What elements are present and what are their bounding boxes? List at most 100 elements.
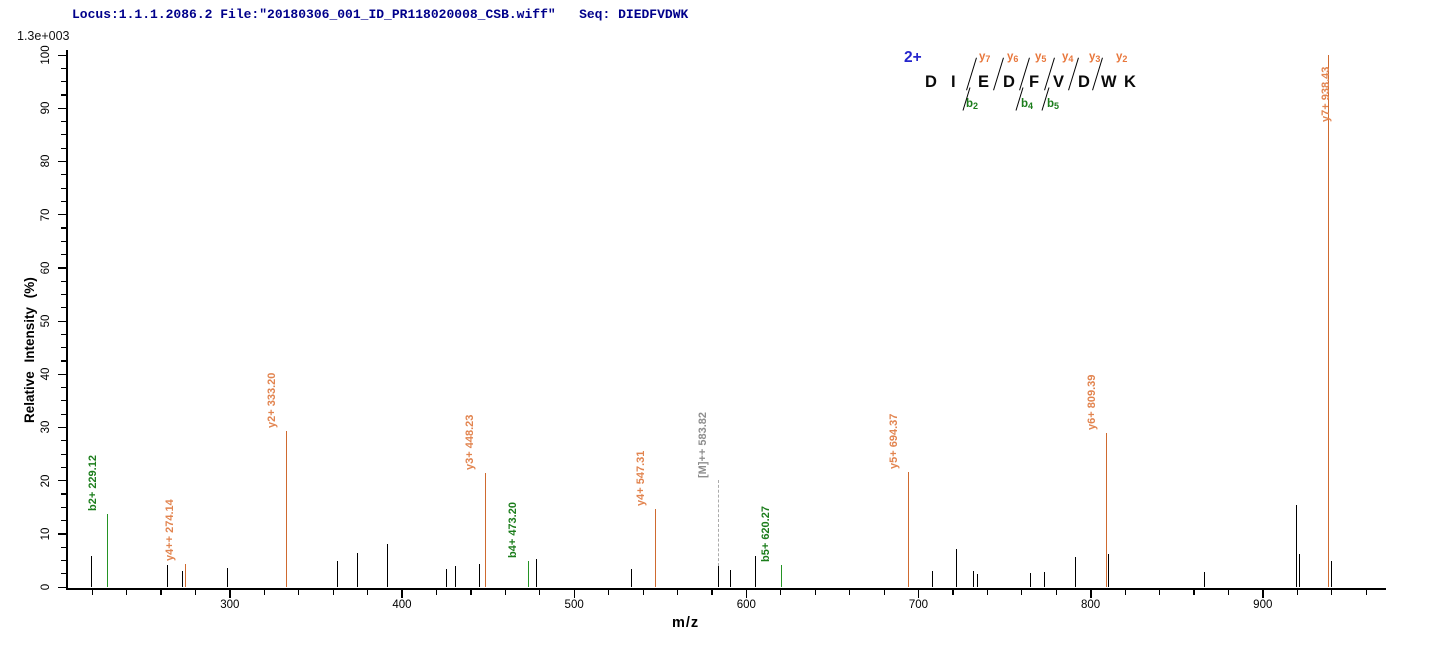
ion-subscript: 2 bbox=[1122, 54, 1128, 64]
y-axis-major-tick bbox=[58, 533, 67, 535]
spectrum-peak bbox=[227, 568, 229, 587]
x-axis-tick-label: 700 bbox=[908, 599, 929, 611]
x-axis-minor-tick bbox=[883, 590, 885, 595]
y-axis-major-tick bbox=[58, 267, 67, 269]
y-axis-major-tick bbox=[58, 373, 67, 376]
spectrum-peak bbox=[956, 549, 958, 587]
y-axis-major-tick bbox=[58, 426, 67, 429]
y-axis-minor-tick bbox=[61, 400, 67, 402]
spectrum-peak bbox=[1029, 573, 1031, 587]
y-axis-line bbox=[66, 50, 68, 590]
spectrum-peak bbox=[908, 472, 910, 587]
x-axis-minor-tick bbox=[126, 590, 128, 595]
intensity-scale-label: 1.3e+003 bbox=[17, 29, 70, 43]
x-axis-minor-tick bbox=[470, 590, 472, 595]
spectrum-peak bbox=[1330, 561, 1332, 587]
residue-letter: W bbox=[1101, 73, 1117, 91]
ion-subscript: 4 bbox=[1028, 101, 1034, 111]
y-axis-minor-tick bbox=[61, 493, 67, 495]
x-axis-minor-tick bbox=[849, 590, 851, 595]
spectrum-peak bbox=[931, 570, 933, 587]
y-axis-minor-tick bbox=[61, 413, 67, 415]
y-axis-minor-tick bbox=[61, 134, 67, 136]
precursor-dashed-leader bbox=[717, 480, 719, 567]
x-axis-minor-tick bbox=[814, 590, 816, 595]
y-axis-minor-tick bbox=[61, 254, 67, 256]
y-axis-major-tick bbox=[58, 107, 67, 110]
ion-subscript: 2 bbox=[973, 101, 979, 111]
y-axis-minor-tick bbox=[61, 121, 67, 123]
y-axis-minor-tick bbox=[61, 440, 67, 442]
y-axis-tick-label: 30 bbox=[40, 421, 52, 434]
spectrum-peak bbox=[780, 564, 782, 587]
ion-subscript: 5 bbox=[1054, 101, 1060, 111]
x-axis-major-tick bbox=[745, 590, 748, 598]
x-axis-minor-tick bbox=[1193, 590, 1195, 595]
y-axis-minor-tick bbox=[61, 174, 67, 176]
y-axis-minor-tick bbox=[61, 559, 67, 562]
y-axis-tick-label: 50 bbox=[40, 314, 52, 328]
x-axis-line bbox=[66, 588, 1386, 590]
x-axis-minor-tick bbox=[1331, 590, 1333, 595]
y-axis-minor-tick bbox=[61, 360, 67, 362]
b-ion-label: b5 bbox=[1047, 98, 1060, 111]
ion-subscript: 6 bbox=[1013, 54, 1019, 64]
spectrum-peak bbox=[1075, 556, 1077, 587]
spectrum-peak bbox=[1296, 505, 1297, 587]
plot-area[interactable] bbox=[68, 55, 1385, 587]
x-axis-major-tick bbox=[229, 590, 231, 598]
spectrum-peak bbox=[286, 431, 288, 587]
y-axis-minor-tick bbox=[61, 333, 67, 335]
y-ion-label: y7 bbox=[979, 51, 991, 64]
x-axis-major-tick bbox=[1090, 590, 1092, 598]
spectrum-peak bbox=[336, 560, 338, 587]
y-axis-major-tick bbox=[58, 160, 67, 163]
x-axis-minor-tick bbox=[952, 590, 954, 595]
y-axis-minor-tick bbox=[61, 240, 67, 242]
y-axis-minor-tick bbox=[61, 147, 67, 149]
x-axis-minor-tick bbox=[539, 590, 541, 595]
x-axis-minor-tick bbox=[91, 590, 93, 595]
spectrum-peak bbox=[977, 573, 979, 587]
x-axis-major-tick bbox=[401, 590, 403, 598]
ion-subscript: 5 bbox=[1041, 54, 1047, 64]
y-axis-minor-tick bbox=[61, 573, 67, 575]
spectrum-peak bbox=[1204, 571, 1206, 587]
y-axis-minor-tick bbox=[61, 453, 67, 455]
x-axis-tick-label: 800 bbox=[1081, 599, 1101, 611]
spectrum-header: Locus:1.1.1.2086.2 File:"20180306_001_ID… bbox=[72, 7, 689, 22]
y-axis-minor-tick bbox=[61, 387, 67, 389]
spectrum-peak bbox=[184, 564, 186, 587]
y-axis-tick-label: 60 bbox=[40, 261, 52, 275]
y-axis-minor-tick bbox=[61, 187, 67, 189]
residue-letter: F bbox=[1029, 73, 1040, 91]
x-axis-minor-tick bbox=[608, 590, 610, 595]
residue-letter: I bbox=[951, 73, 956, 91]
y-axis-minor-tick bbox=[61, 67, 67, 69]
x-axis-minor-tick bbox=[298, 590, 300, 595]
x-axis-minor-tick bbox=[986, 590, 988, 595]
spectrum-peak bbox=[357, 552, 359, 587]
x-axis-major-tick bbox=[917, 590, 920, 598]
y-axis-minor-tick bbox=[61, 81, 67, 83]
spectrum-peak bbox=[1106, 433, 1108, 587]
ion-subscript: 4 bbox=[1068, 54, 1074, 64]
residue-letter: D bbox=[1078, 73, 1090, 91]
y-axis-minor-tick bbox=[61, 347, 67, 349]
spectrum-peak bbox=[1328, 55, 1330, 587]
spectrum-peak bbox=[527, 561, 529, 587]
y-axis-major-tick bbox=[58, 214, 67, 216]
y-axis-major-tick bbox=[58, 586, 67, 588]
spectrum-peak bbox=[454, 566, 456, 587]
x-axis-tick-label: 300 bbox=[220, 599, 240, 611]
x-axis-minor-tick bbox=[1158, 590, 1161, 595]
spectrum-peak bbox=[387, 543, 389, 587]
x-axis-minor-tick bbox=[676, 590, 679, 595]
x-axis-minor-tick bbox=[1365, 590, 1367, 595]
y-axis-tick-label: 0 bbox=[40, 583, 52, 591]
y-ion-label: y3 bbox=[1089, 51, 1101, 64]
y-axis-minor-tick bbox=[61, 280, 67, 282]
residue-letter: V bbox=[1053, 73, 1065, 91]
x-axis-minor-tick bbox=[1124, 590, 1126, 595]
x-axis-minor-tick bbox=[642, 590, 644, 595]
